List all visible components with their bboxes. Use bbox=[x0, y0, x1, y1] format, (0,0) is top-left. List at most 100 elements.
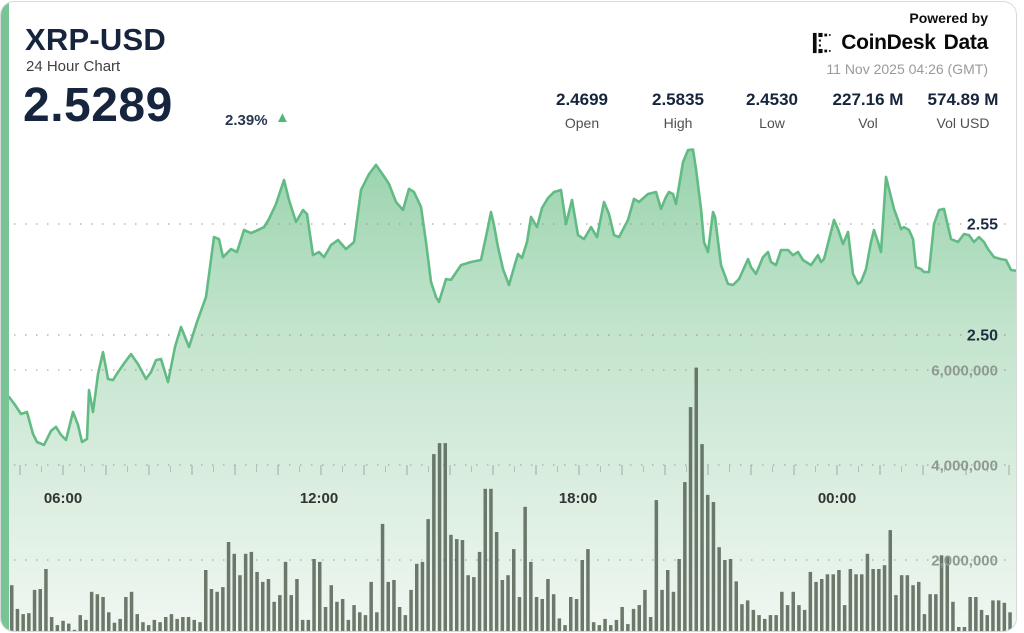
volume-bar bbox=[380, 523, 385, 631]
volume-bar bbox=[996, 600, 1001, 631]
volume-bar bbox=[700, 444, 704, 631]
x-axis-label: 12:00 bbox=[300, 490, 338, 507]
volume-bar bbox=[728, 559, 733, 631]
volume-bar bbox=[295, 579, 299, 631]
volume-bar bbox=[392, 580, 396, 631]
volume-bar bbox=[957, 627, 961, 631]
stat-volume: 227.16 M Vol bbox=[833, 90, 904, 131]
volume-bar bbox=[877, 569, 881, 631]
volume-bar bbox=[232, 553, 236, 631]
stat-value: 2.4699 bbox=[556, 90, 608, 109]
volume-bar bbox=[837, 570, 841, 631]
volume-bar bbox=[215, 591, 219, 631]
volume-bar bbox=[757, 615, 761, 631]
volume-bar bbox=[95, 594, 100, 631]
volume-bar bbox=[591, 622, 596, 631]
volume-bar bbox=[89, 591, 94, 631]
brand-data: Data bbox=[943, 31, 989, 54]
volume-bar bbox=[443, 443, 447, 631]
volume-bar bbox=[905, 575, 910, 631]
volume-bar bbox=[306, 619, 311, 631]
volume-bar bbox=[289, 595, 293, 631]
volume-bar bbox=[523, 506, 527, 631]
volume-bar bbox=[466, 575, 470, 631]
volume-bar bbox=[706, 494, 710, 631]
volume-bar bbox=[266, 579, 271, 631]
volume-bar bbox=[780, 591, 784, 631]
volume-bar bbox=[939, 555, 944, 631]
stat-label: Low bbox=[759, 115, 785, 131]
volume-bar bbox=[61, 620, 65, 631]
volume-bar bbox=[27, 613, 31, 631]
volume-bar bbox=[563, 625, 567, 631]
volume-bar bbox=[101, 597, 105, 631]
current-price: 2.5289 bbox=[23, 79, 173, 132]
volume-bar bbox=[820, 579, 824, 631]
volume-bar bbox=[660, 589, 664, 631]
volume-bar bbox=[249, 551, 254, 631]
stat-label: High bbox=[663, 115, 693, 131]
volume-bar bbox=[506, 575, 510, 631]
accent-bar bbox=[1, 2, 9, 631]
volume-bar bbox=[278, 595, 282, 631]
brand-coindesk: CoinDesk bbox=[841, 31, 936, 54]
price-area bbox=[1, 149, 1016, 631]
timestamp: 11 Nov 2025 04:26 (GMT) bbox=[826, 61, 988, 77]
volume-bar bbox=[158, 622, 162, 631]
volume-bar bbox=[455, 539, 459, 631]
volume-bar bbox=[112, 622, 117, 631]
x-axis-label: 18:00 bbox=[559, 490, 597, 507]
volume-bar bbox=[888, 530, 892, 631]
volume-bar bbox=[774, 615, 778, 631]
volume-bar bbox=[209, 589, 214, 631]
volume-bar bbox=[403, 615, 408, 631]
volume-bar bbox=[529, 561, 533, 631]
volume-bar bbox=[586, 549, 590, 631]
volume-bar bbox=[426, 519, 430, 631]
coindesk-attribution-link[interactable]: Powered by CoinDesk Data 11 Nov 2025 04:… bbox=[812, 10, 988, 77]
volume-bar bbox=[785, 605, 790, 631]
volume-bar bbox=[985, 615, 989, 631]
volume-bar bbox=[802, 609, 807, 631]
volume-bar bbox=[472, 577, 476, 631]
volume-bar bbox=[517, 597, 522, 631]
volume-bar bbox=[38, 589, 42, 631]
volume-bar bbox=[44, 569, 48, 631]
volume-bar bbox=[335, 601, 339, 631]
volume-bar bbox=[21, 614, 25, 631]
volume-bar bbox=[734, 581, 738, 631]
volume-bar bbox=[460, 540, 465, 631]
volume-bar bbox=[979, 609, 984, 631]
volume-bar bbox=[763, 618, 767, 631]
volume-bar bbox=[489, 488, 493, 631]
volume-bar bbox=[329, 585, 333, 631]
volume-bar bbox=[751, 609, 756, 631]
volume-bar bbox=[951, 601, 955, 631]
x-axis-label: 06:00 bbox=[44, 490, 82, 507]
volume-bar bbox=[72, 629, 77, 631]
volume-bar bbox=[626, 624, 630, 631]
volume-bar bbox=[283, 561, 288, 631]
volume-bar bbox=[928, 594, 932, 631]
volume-bar bbox=[968, 597, 972, 631]
y-axis-price-label: 2.50 bbox=[967, 328, 998, 345]
volume-bar bbox=[597, 625, 602, 631]
volume-bar bbox=[352, 605, 356, 631]
volume-bar bbox=[363, 615, 368, 631]
volume-bar bbox=[169, 614, 174, 631]
symbol-title: XRP-USD bbox=[25, 22, 166, 57]
stat-low: 2.4530 Low bbox=[746, 90, 798, 131]
volume-bar bbox=[204, 570, 208, 631]
volume-bar bbox=[124, 597, 128, 631]
volume-bar bbox=[631, 608, 636, 631]
y-axis-volume-label: 4,000,000 bbox=[931, 458, 998, 475]
volume-bar bbox=[375, 612, 379, 631]
volume-bar bbox=[894, 595, 898, 631]
stat-label: Vol USD bbox=[936, 115, 990, 131]
volume-bar bbox=[135, 614, 139, 631]
stat-open: 2.4699 Open bbox=[556, 90, 608, 131]
volume-bar bbox=[226, 542, 231, 631]
